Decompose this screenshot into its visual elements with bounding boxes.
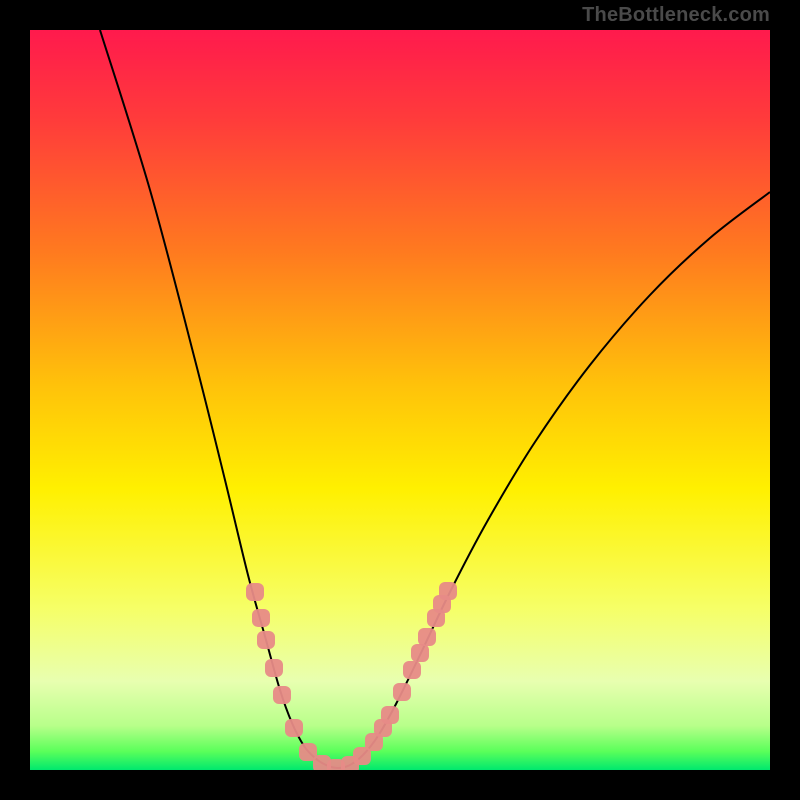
chart-frame: TheBottleneck.com xyxy=(0,0,800,800)
marker-point xyxy=(393,683,411,701)
plot-area xyxy=(30,30,770,770)
marker-point xyxy=(273,686,291,704)
marker-point xyxy=(252,609,270,627)
marker-point xyxy=(257,631,275,649)
marker-point xyxy=(381,706,399,724)
marker-point xyxy=(265,659,283,677)
marker-point xyxy=(411,644,429,662)
plot-background xyxy=(30,30,770,770)
marker-point xyxy=(246,583,264,601)
marker-point xyxy=(403,661,421,679)
marker-point xyxy=(285,719,303,737)
marker-point xyxy=(418,628,436,646)
marker-point xyxy=(439,582,457,600)
plot-svg xyxy=(30,30,770,770)
watermark-text: TheBottleneck.com xyxy=(582,4,770,27)
